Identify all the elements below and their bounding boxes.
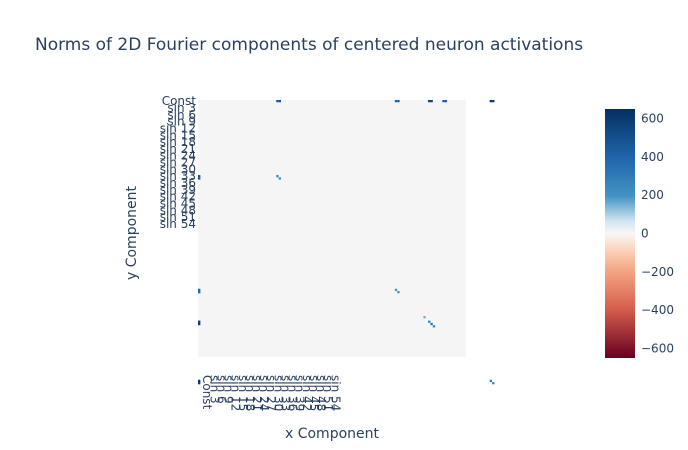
colorbar-tick-label: −400 [641, 303, 674, 317]
heatmap-cell [394, 288, 398, 292]
heatmap-cell [198, 175, 201, 178]
colorbar [605, 109, 635, 358]
y-tick-label: sin 33 [160, 169, 196, 183]
heatmap-cell [489, 379, 493, 383]
x-tick-label: sin 39 [293, 375, 307, 411]
x-tick-label: sin 48 [314, 375, 328, 411]
heatmap-cell [278, 100, 282, 103]
y-tick-label: sin 48 [160, 203, 196, 217]
heatmap-cell [198, 320, 201, 323]
x-tick-label: sin 42 [300, 375, 314, 411]
heatmap-cell [423, 316, 426, 319]
y-tick-label: sin 18 [160, 135, 196, 149]
y-tick-label: sin 21 [160, 142, 196, 156]
heatmap-cell [198, 177, 201, 180]
heatmap-cell [444, 100, 448, 103]
x-tick-label: sin 15 [236, 375, 250, 411]
heatmap-cell [492, 100, 495, 103]
heatmap-cells [198, 100, 495, 385]
heatmap-cell [198, 322, 201, 326]
colorbar-tick-label: 200 [641, 188, 664, 202]
colorbar-tick-label: 400 [641, 150, 664, 164]
y-tick-label: sin 36 [160, 176, 196, 190]
heatmap-cell [394, 100, 398, 103]
x-tick-label: sin 24 [257, 375, 271, 411]
x-tick-label: sin 3 [207, 375, 221, 404]
colorbar-tick-label: −600 [641, 341, 674, 355]
x-tick-label: sin 54 [328, 375, 342, 411]
y-tick-label: sin 24 [160, 149, 196, 163]
x-tick-label: sin 6 [214, 375, 228, 404]
heatmap-cell [276, 100, 279, 103]
colorbar-tick-label: 600 [641, 112, 664, 126]
y-tick-label: sin 42 [160, 190, 196, 204]
y-axis-title: y Component [124, 185, 140, 280]
y-tick-label: sin 39 [160, 183, 196, 197]
x-tick-label: sin 21 [250, 375, 264, 411]
heatmap-cell [198, 379, 201, 383]
y-tick-label: sin 15 [160, 128, 196, 142]
heatmap-cell [198, 288, 201, 292]
heatmap-cell [397, 100, 400, 103]
x-tick-label: sin 51 [321, 375, 335, 411]
heatmap-cell [430, 322, 433, 326]
x-tick-label: Const [200, 375, 214, 410]
heatmap-cell [489, 100, 493, 103]
heatmap-cell [278, 177, 282, 180]
y-tick-label: sin 27 [160, 156, 196, 170]
y-tick-label: sin 3 [167, 101, 196, 115]
y-tick-label: sin 30 [160, 162, 196, 176]
y-tick-label: Const [162, 94, 197, 108]
x-axis-title: x Component [285, 426, 380, 442]
heatmap-cell [428, 320, 431, 323]
y-tick-label: sin 45 [160, 196, 196, 210]
heatmap-cell [397, 291, 400, 294]
x-tick-label: sin 27 [264, 375, 278, 411]
x-tick-label: sin 12 [229, 375, 243, 411]
x-tick-label: sin 9 [222, 375, 236, 404]
heatmap-cell [276, 175, 279, 178]
heatmap-cell [198, 382, 201, 385]
heatmap-cell [492, 382, 495, 385]
chart-title: Norms of 2D Fourier components of center… [35, 35, 583, 55]
y-tick-label: sin 51 [160, 210, 196, 224]
y-tick-label: sin 12 [160, 121, 196, 135]
heatmap-cell [442, 100, 445, 103]
y-tick-label: sin 54 [160, 217, 196, 231]
x-tick-label: sin 18 [243, 375, 257, 411]
x-tick-label: sin 45 [307, 375, 321, 411]
x-tick-label: sin 33 [278, 375, 292, 411]
heatmap-cell [198, 291, 201, 294]
colorbar-ticks: 600 400 200 0 −200 −400 −600 [641, 112, 674, 356]
heatmap-cell [432, 325, 436, 328]
colorbar-tick-label: 0 [641, 227, 649, 241]
heatmap-cell [430, 100, 433, 103]
plot-area [198, 100, 466, 357]
heatmap-cell [428, 100, 431, 103]
x-tick-label: sin 30 [271, 375, 285, 411]
y-tick-label: sin 6 [167, 108, 196, 122]
colorbar-tick-label: −200 [641, 265, 674, 279]
x-tick-label: sin 36 [286, 375, 300, 411]
y-tick-label: sin 9 [167, 115, 196, 129]
